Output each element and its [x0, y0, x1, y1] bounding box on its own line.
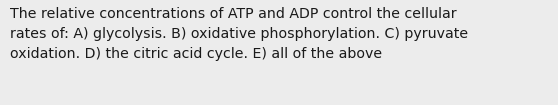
Text: The relative concentrations of ATP and ADP control the cellular
rates of: A) gly: The relative concentrations of ATP and A…: [10, 7, 468, 61]
